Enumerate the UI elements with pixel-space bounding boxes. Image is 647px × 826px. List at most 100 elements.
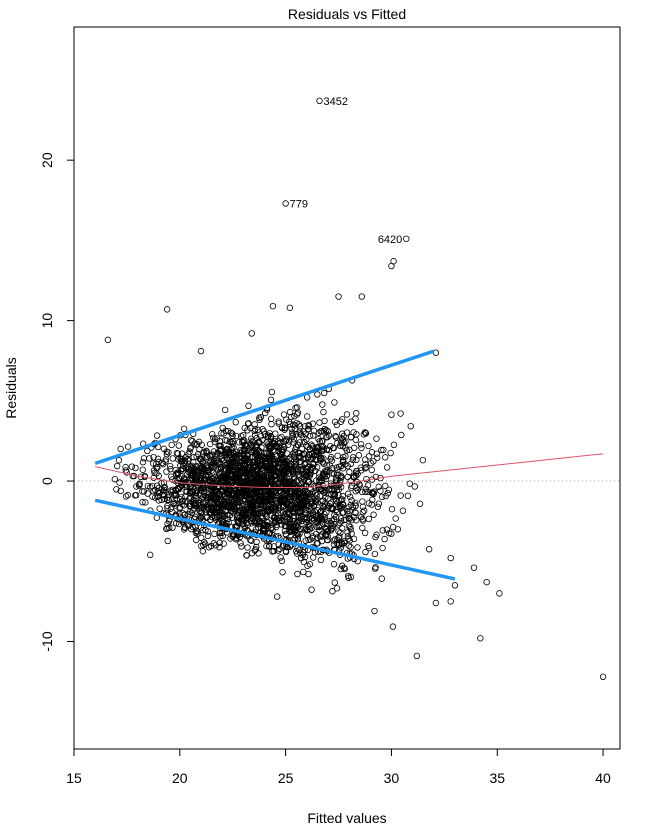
data-point — [379, 544, 386, 552]
data-point — [278, 557, 286, 565]
data-point — [168, 441, 175, 449]
data-point — [337, 544, 345, 551]
data-point — [295, 515, 302, 522]
data-point — [335, 528, 342, 535]
y-tick-label: 0 — [39, 477, 55, 485]
data-point — [351, 444, 358, 452]
data-point — [382, 454, 389, 461]
data-point — [221, 503, 228, 511]
y-axis-label: Residuals — [3, 357, 19, 418]
data-point — [319, 502, 326, 510]
data-point — [310, 554, 317, 561]
plot-frame — [73, 26, 621, 750]
data-point — [383, 526, 391, 533]
data-point — [306, 561, 314, 568]
data-point — [232, 494, 239, 501]
outlier-point — [335, 293, 342, 300]
data-point — [336, 442, 344, 449]
data-point — [331, 491, 339, 498]
data-point — [298, 499, 306, 507]
data-point — [178, 458, 185, 465]
data-point — [388, 411, 395, 418]
data-point — [348, 418, 355, 425]
data-point — [352, 502, 359, 509]
data-point — [371, 565, 379, 572]
data-point — [150, 488, 157, 495]
data-point — [301, 460, 309, 467]
data-point — [321, 417, 328, 425]
data-point — [210, 448, 218, 455]
data-point — [245, 474, 252, 481]
data-point — [309, 517, 316, 525]
data-point — [274, 510, 282, 517]
data-point — [178, 498, 186, 505]
data-point — [382, 492, 389, 500]
data-point — [375, 483, 382, 491]
data-point — [248, 550, 256, 557]
data-point — [150, 460, 157, 467]
data-point — [257, 413, 264, 421]
data-point — [338, 525, 346, 532]
data-point — [195, 450, 202, 458]
data-point — [232, 418, 239, 426]
data-point — [196, 507, 204, 515]
data-point — [233, 452, 240, 459]
data-point — [320, 389, 328, 397]
data-point — [199, 459, 206, 466]
point-label: 6420 — [378, 234, 402, 246]
data-point — [235, 493, 243, 500]
data-point — [218, 529, 226, 537]
data-point — [257, 433, 265, 440]
data-point — [183, 488, 191, 495]
data-point — [117, 487, 124, 495]
data-point — [289, 450, 297, 457]
data-point — [156, 489, 163, 497]
data-point — [260, 522, 267, 529]
data-point — [219, 424, 226, 432]
data-point — [375, 500, 383, 507]
data-point — [291, 486, 299, 493]
data-point — [330, 561, 338, 568]
data-point — [237, 539, 244, 547]
data-point — [286, 515, 294, 523]
data-point — [268, 496, 276, 503]
data-point — [312, 490, 319, 497]
data-point — [291, 500, 298, 507]
data-point — [212, 542, 219, 549]
data-point — [365, 442, 372, 450]
data-point — [332, 484, 340, 491]
data-point — [232, 478, 239, 486]
data-point — [267, 495, 275, 502]
outlier-point — [163, 306, 171, 313]
data-point — [217, 442, 224, 450]
data-point — [347, 523, 354, 531]
data-point — [294, 503, 301, 511]
data-point — [321, 467, 329, 475]
data-point — [256, 456, 263, 464]
data-point — [210, 507, 217, 514]
data-point — [204, 453, 211, 461]
data-point — [369, 489, 377, 496]
data-point — [321, 425, 328, 433]
data-point — [176, 505, 183, 512]
data-point — [233, 513, 241, 520]
data-point — [330, 490, 337, 497]
data-point — [280, 458, 288, 466]
data-point — [275, 502, 282, 509]
data-point — [294, 523, 301, 530]
data-point — [365, 544, 373, 552]
data-point — [275, 418, 282, 425]
data-point — [360, 507, 368, 514]
data-point — [373, 435, 380, 442]
data-point — [320, 474, 328, 481]
data-point — [328, 457, 336, 464]
data-point — [201, 480, 209, 487]
data-point — [252, 546, 260, 553]
outlier-point — [273, 593, 281, 600]
data-point — [347, 543, 354, 551]
x-tick-label: 30 — [384, 770, 400, 786]
data-point — [290, 509, 297, 516]
data-point — [308, 586, 315, 593]
data-point — [320, 460, 327, 467]
data-point — [339, 492, 346, 500]
